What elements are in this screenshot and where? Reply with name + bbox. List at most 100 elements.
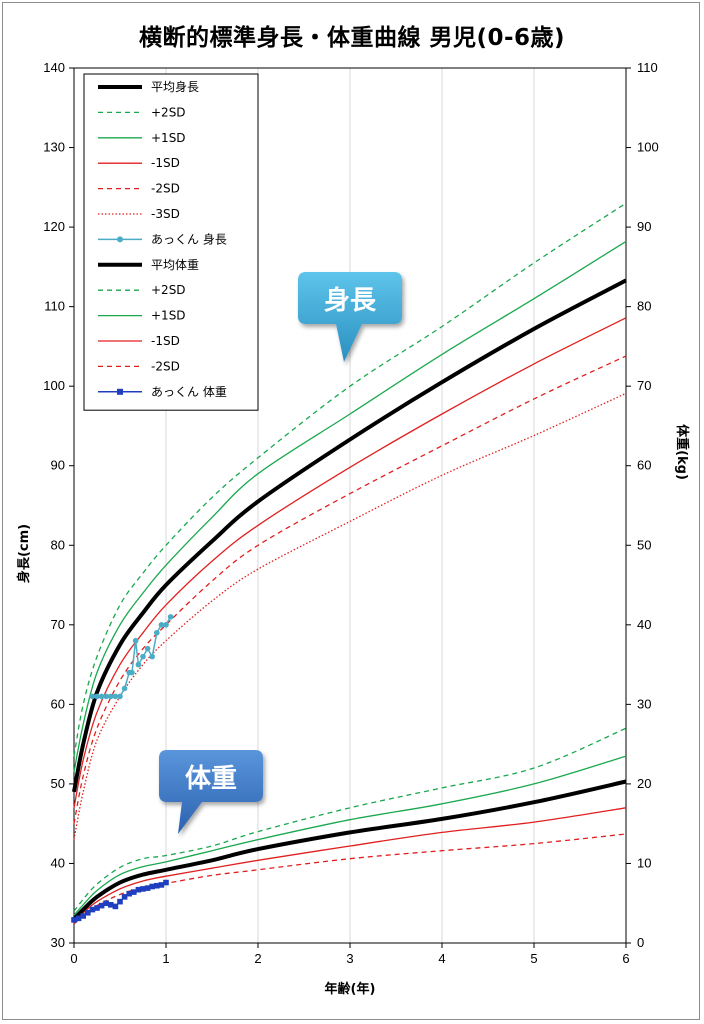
y-right-tick-label: 30 bbox=[637, 696, 651, 711]
weight-point bbox=[140, 886, 146, 892]
legend-label: -1SD bbox=[151, 156, 180, 170]
height-point bbox=[154, 629, 160, 636]
height-point bbox=[112, 693, 119, 700]
legend-item: あっくん 体重 bbox=[98, 385, 227, 399]
height-point bbox=[117, 693, 123, 700]
y-right-tick-label: 40 bbox=[637, 617, 651, 632]
height-series-line bbox=[73, 317, 627, 808]
legend-label: 平均体重 bbox=[151, 258, 199, 272]
x-tick-label: 0 bbox=[70, 951, 77, 966]
height-callout-bubble bbox=[298, 272, 402, 362]
height-point bbox=[89, 693, 96, 700]
weight-callout-bubble bbox=[159, 750, 263, 834]
height-series-line bbox=[72, 278, 627, 793]
weight-point bbox=[149, 883, 155, 890]
y-right-tick-label: 20 bbox=[637, 776, 651, 791]
weight-callout: 体重 bbox=[159, 750, 263, 834]
legend-marker bbox=[117, 236, 123, 243]
height-point bbox=[135, 661, 142, 668]
y-right-tick-label: 70 bbox=[637, 378, 651, 393]
weight-callout-label: 体重 bbox=[185, 764, 237, 794]
legend-label: -2SD bbox=[151, 182, 180, 196]
weight-point bbox=[108, 902, 114, 908]
y-left-tick-label: 80 bbox=[51, 537, 65, 552]
height-point bbox=[167, 614, 174, 620]
height-series-line bbox=[73, 392, 627, 840]
height-point bbox=[94, 693, 100, 700]
height-point bbox=[158, 622, 165, 628]
weight-point bbox=[126, 890, 132, 897]
height-point bbox=[129, 669, 135, 676]
x-tick-label: 1 bbox=[162, 951, 169, 966]
y-left-tick-label: 90 bbox=[51, 458, 65, 473]
legend-label: あっくん 身長 bbox=[151, 231, 227, 246]
weight-point bbox=[144, 885, 151, 891]
height-series-line bbox=[73, 202, 627, 757]
legend-item: -3SD bbox=[98, 207, 180, 221]
x-tick-label: 3 bbox=[346, 951, 353, 966]
x-tick-label: 6 bbox=[622, 951, 629, 966]
weight-point bbox=[98, 902, 105, 909]
legend-label: -3SD bbox=[151, 207, 180, 221]
height-point bbox=[144, 645, 151, 652]
y-left-tick-label: 30 bbox=[51, 935, 65, 950]
legend-item: 平均身長 bbox=[98, 79, 199, 94]
weight-series-line bbox=[73, 807, 627, 922]
x-tick-label: 2 bbox=[254, 951, 261, 966]
y-right-tick-label: 0 bbox=[637, 935, 644, 950]
y-left-tick-label: 100 bbox=[43, 378, 65, 393]
y-axis-right-label: 体重(kg) bbox=[674, 424, 690, 480]
y-left-tick-label: 40 bbox=[51, 855, 65, 870]
weight-point bbox=[85, 909, 91, 916]
y-left-tick-label: 50 bbox=[51, 776, 65, 791]
weight-point bbox=[117, 898, 123, 905]
series bbox=[71, 202, 627, 925]
y-right-tick-label: 100 bbox=[637, 140, 659, 155]
weight-series-line bbox=[73, 727, 627, 912]
legend-item: 平均体重 bbox=[98, 258, 199, 272]
height-series-line bbox=[73, 240, 627, 773]
weight-point bbox=[112, 903, 119, 910]
weight-point bbox=[94, 905, 100, 911]
legend-item: -2SD bbox=[98, 182, 180, 196]
weight-point bbox=[135, 886, 142, 893]
x-tick-label: 4 bbox=[438, 951, 445, 966]
height-point bbox=[108, 693, 114, 700]
y-left-tick-label: 60 bbox=[51, 696, 65, 711]
legend-label: -2SD bbox=[151, 359, 180, 373]
height-point bbox=[121, 685, 128, 692]
y-left-tick-label: 130 bbox=[43, 140, 65, 155]
legend-item: +2SD bbox=[98, 283, 186, 297]
weight-point bbox=[80, 913, 86, 919]
legend-label: -1SD bbox=[151, 334, 180, 348]
weight-series-line bbox=[72, 779, 627, 921]
weight-point bbox=[71, 917, 77, 923]
legend-item: -2SD bbox=[98, 359, 180, 373]
y-right-tick-label: 60 bbox=[637, 458, 651, 473]
y-left-tick-label: 110 bbox=[44, 299, 65, 314]
weight-point bbox=[89, 906, 96, 913]
legend-label: あっくん 体重 bbox=[151, 385, 227, 399]
height-point bbox=[132, 637, 139, 644]
weight-point bbox=[131, 889, 137, 895]
legend-label: +2SD bbox=[151, 105, 186, 119]
height-point bbox=[163, 622, 169, 628]
height-point bbox=[149, 653, 155, 660]
legend-item: -1SD bbox=[98, 334, 180, 348]
weight-series-line bbox=[73, 755, 627, 916]
y-right-tick-label: 110 bbox=[637, 60, 658, 75]
y-left-tick-label: 140 bbox=[43, 60, 65, 75]
axes: 0 1 2 3 4 5 6 30 40 50 60 70 80 90 100 110 120 130 140 0 10 2… bbox=[43, 60, 658, 966]
legend-label: 平均身長 bbox=[151, 79, 199, 94]
height-callout: 身長 bbox=[298, 272, 402, 362]
legend-item: +2SD bbox=[98, 105, 186, 119]
legend-item: +1SD bbox=[98, 131, 186, 145]
weight-point bbox=[163, 879, 169, 886]
weight-point bbox=[121, 894, 128, 900]
legend-label: +2SD bbox=[151, 283, 186, 297]
y-right-tick-label: 90 bbox=[637, 219, 651, 234]
height-point bbox=[103, 693, 109, 700]
height-point bbox=[140, 653, 146, 660]
legend-box bbox=[83, 73, 259, 411]
